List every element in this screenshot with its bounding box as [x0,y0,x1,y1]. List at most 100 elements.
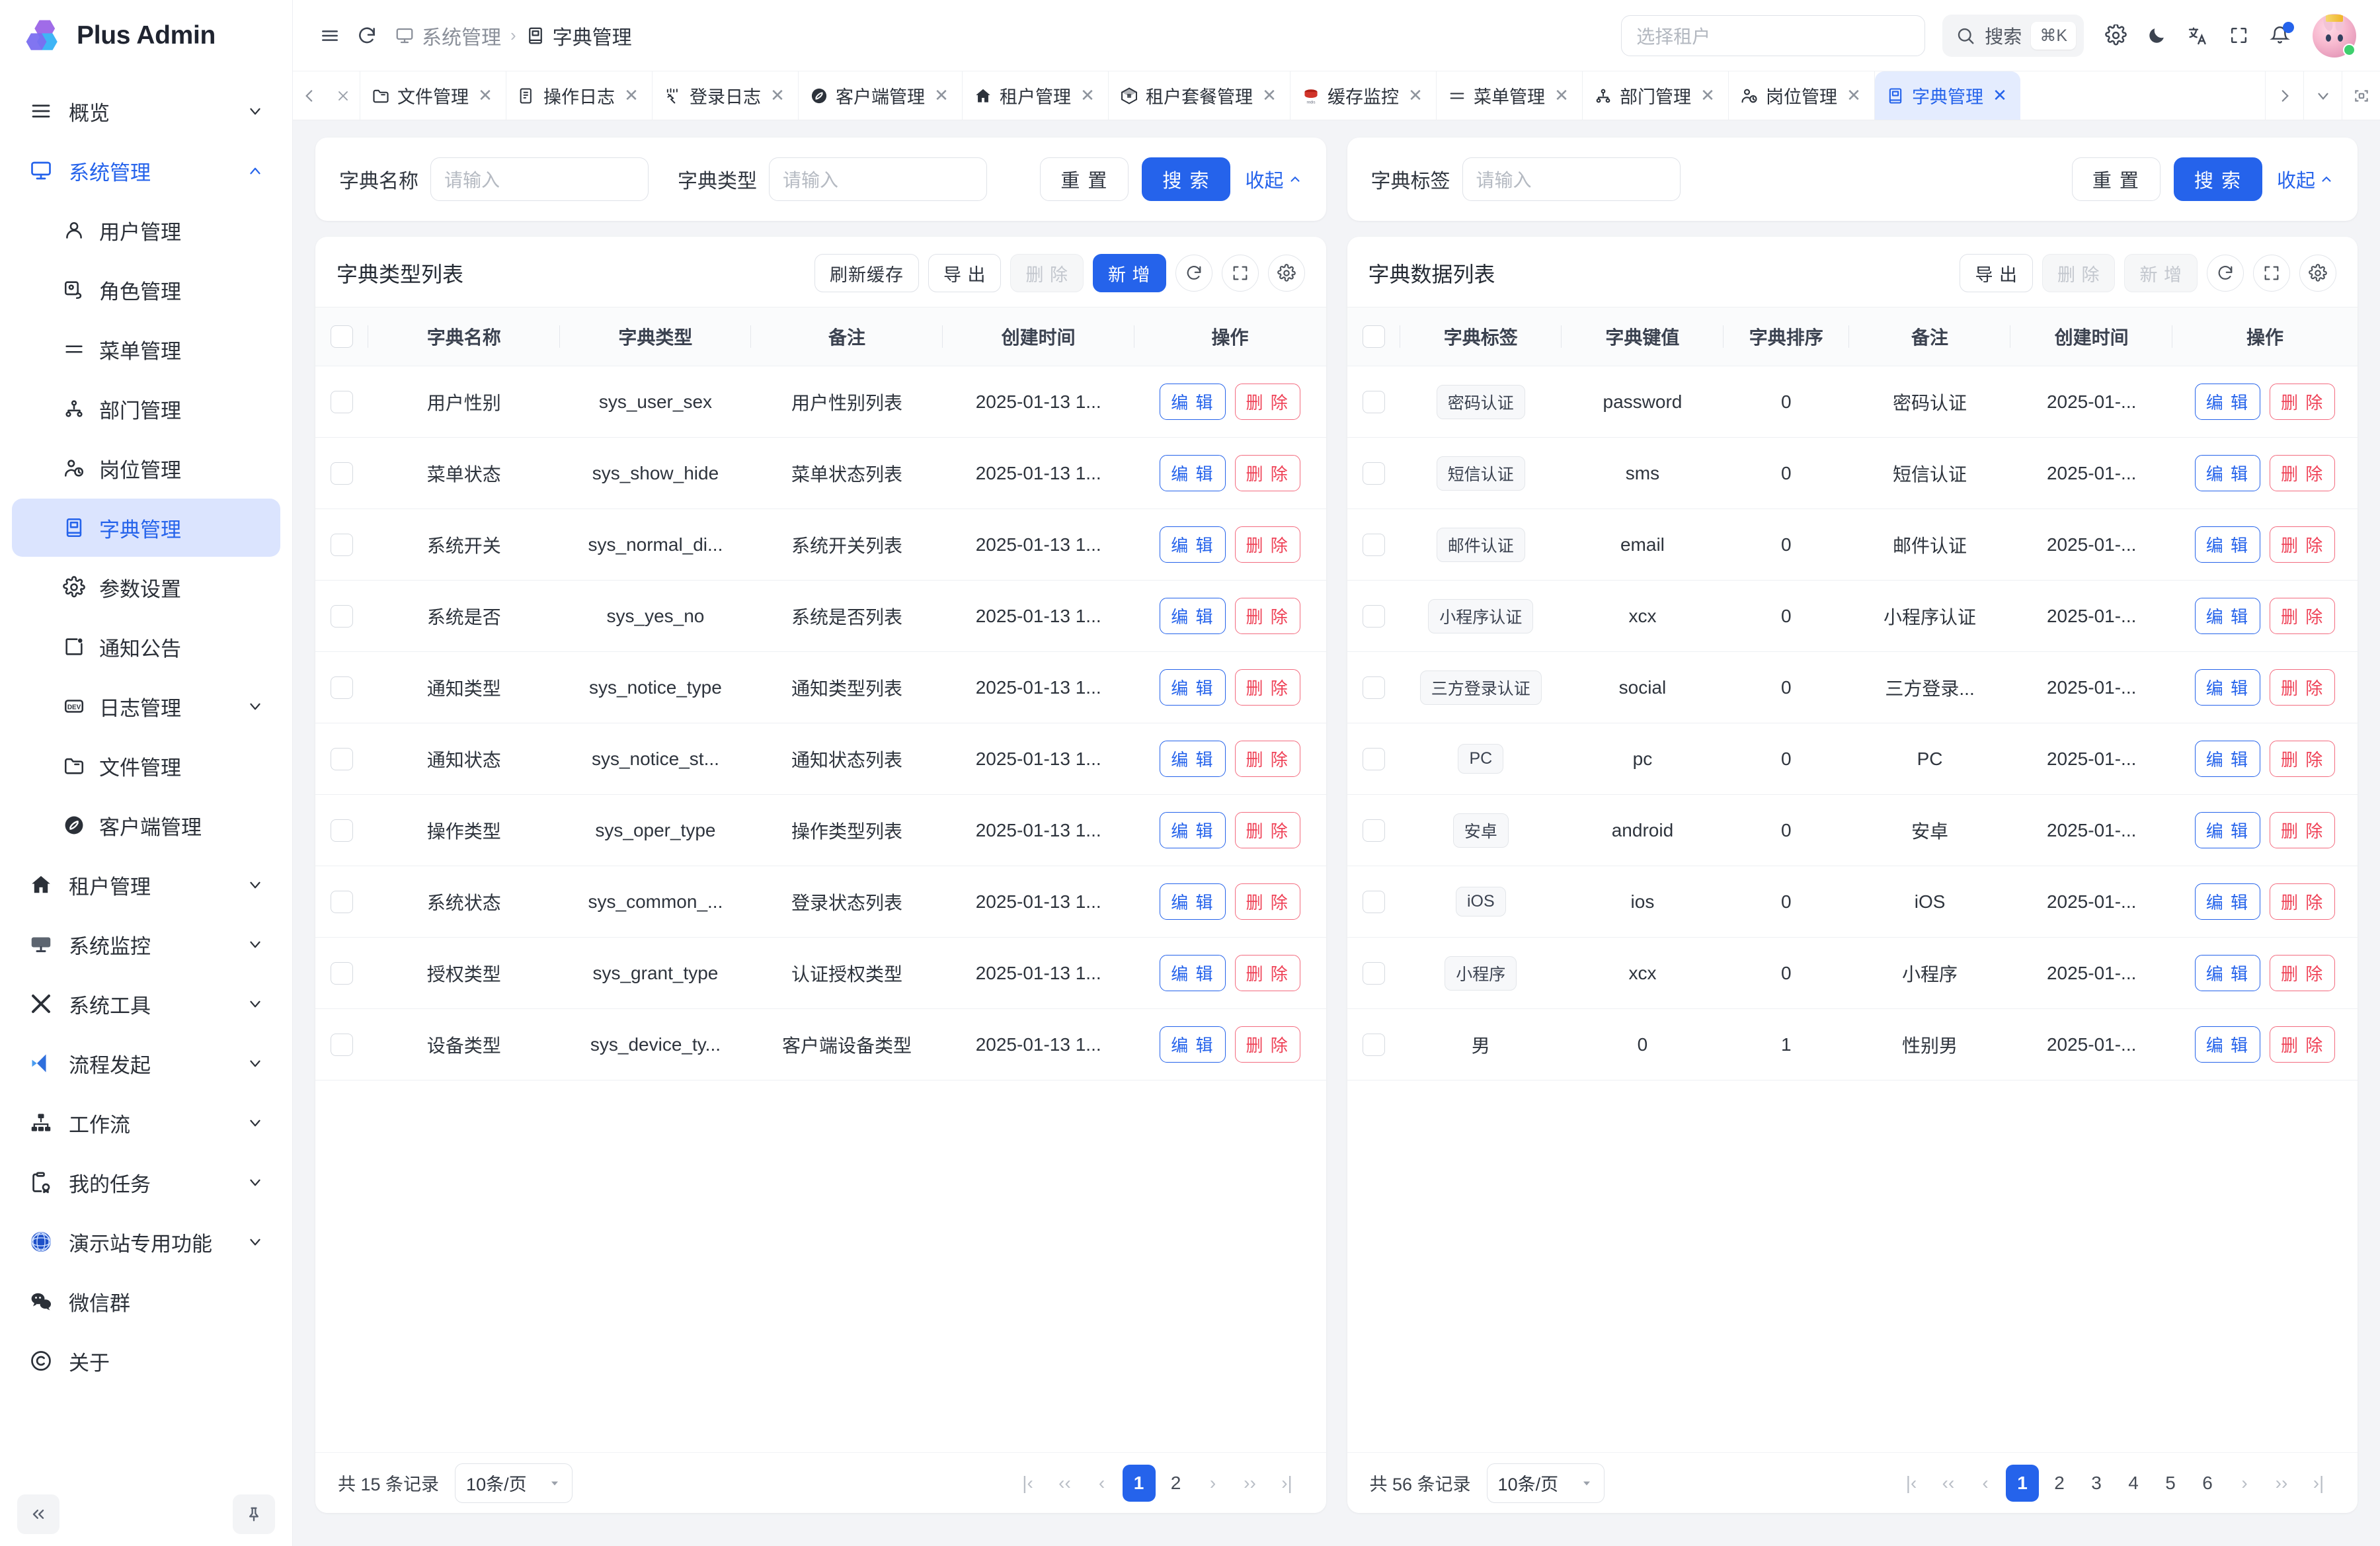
row-checkbox[interactable] [1362,462,1385,485]
table-row[interactable]: 系统状态 sys_common_... 登录状态列表 2025-01-13 1... 编… [315,866,1326,938]
edit-button[interactable]: 编 辑 [1160,598,1226,634]
delete-button[interactable]: 删 除 [2270,883,2336,920]
sidebar-item-13[interactable]: 租户管理 [12,856,280,914]
delete-button[interactable]: 删 除 [1234,384,1300,420]
edit-button[interactable]: 编 辑 [1160,526,1226,563]
right-reset-button[interactable]: 重 置 [2071,157,2161,201]
tab-10[interactable]: 字典管理 ✕ [1875,71,2020,120]
chevron-down-icon[interactable] [243,995,267,1012]
row-checkbox[interactable] [331,819,353,842]
pager-page-1[interactable]: 1 [1122,1464,1156,1502]
delete-button[interactable]: 删 除 [1234,526,1300,563]
edit-button[interactable]: 编 辑 [2194,598,2260,634]
dark-mode-button[interactable] [2138,17,2175,54]
row-checkbox[interactable] [1362,890,1385,913]
select-all-checkbox[interactable] [1362,325,1385,348]
edit-button[interactable]: 编 辑 [1160,955,1226,991]
delete-button[interactable]: 删 除 [1234,455,1300,491]
delete-button[interactable]: 删 除 [2270,526,2336,563]
pager-page-3[interactable]: 3 [2091,1472,2102,1493]
delete-button[interactable]: 删 除 [2270,1026,2336,1063]
tab-2[interactable]: 登录日志 ✕ [653,71,799,120]
sidebar-collapse-button[interactable] [17,1494,60,1534]
table-row[interactable]: 三方登录认证 social 0 三方登录... 2025-01-... 编 辑删 除 [1347,651,2358,723]
pager-page-2[interactable]: 2 [2054,1472,2065,1493]
tab-close-icon[interactable]: ✕ [1846,85,1861,105]
tab-close-icon[interactable]: ✕ [1993,85,2007,105]
toolbar-button-0[interactable]: 导 出 [1960,254,2033,292]
row-checkbox[interactable] [331,462,353,485]
tab-close-icon[interactable]: ✕ [770,85,785,105]
pager-prevjump-button[interactable]: ‹‹ [1058,1472,1071,1493]
right-collapse-toggle[interactable]: 收起 [2277,165,2334,193]
edit-button[interactable]: 编 辑 [1160,455,1226,491]
toolbar-refresh-button[interactable] [2207,255,2244,292]
sidebar-item-17[interactable]: 工作流 [12,1094,280,1152]
table-row[interactable]: 设备类型 sys_device_ty... 客户端设备类型 2025-01-13 1.… [315,1008,1326,1080]
sidebar-item-14[interactable]: 系统监控 [12,915,280,973]
pager-last-button[interactable]: ›| [2313,1472,2324,1493]
tab-close-icon[interactable]: ✕ [934,85,949,105]
edit-button[interactable]: 编 辑 [1160,1026,1226,1063]
row-checkbox[interactable] [1362,390,1385,413]
edit-button[interactable]: 编 辑 [1160,669,1226,706]
tab-8[interactable]: 部门管理 ✕ [1583,71,1729,120]
table-row[interactable]: 操作类型 sys_oper_type 操作类型列表 2025-01-13 1... 编 … [315,794,1326,866]
tab-close-icon[interactable]: ✕ [1554,85,1569,105]
delete-button[interactable]: 删 除 [1234,741,1300,777]
table-row[interactable]: iOS ios 0 iOS 2025-01-... 编 辑删 除 [1347,866,2358,938]
table-row[interactable]: 通知状态 sys_notice_st... 通知状态列表 2025-01-13 1..… [315,723,1326,795]
notifications-button[interactable] [2261,17,2298,54]
sidebar-item-8[interactable]: 参数设置 [12,558,280,616]
table-row[interactable]: 系统开关 sys_normal_di... 系统开关列表 2025-01-13 1..… [315,509,1326,581]
edit-button[interactable]: 编 辑 [2194,384,2260,420]
table-row[interactable]: 短信认证 sms 0 短信认证 2025-01-... 编 辑删 除 [1347,437,2358,509]
language-button[interactable] [2179,17,2216,54]
edit-button[interactable]: 编 辑 [2194,526,2260,563]
global-search-button[interactable]: 搜索 ⌘K [1942,14,2084,57]
pager-next-button[interactable]: › [1209,1472,1216,1493]
tab-0[interactable]: 文件管理 ✕ [360,71,506,120]
row-checkbox[interactable] [331,890,353,913]
toolbar-gear-button[interactable] [1267,255,1305,292]
chevron-down-icon[interactable] [243,1233,267,1250]
edit-button[interactable]: 编 辑 [2194,455,2260,491]
pager-page-5[interactable]: 5 [2165,1472,2176,1493]
sidebar-item-18[interactable]: 我的任务 [12,1153,280,1211]
edit-button[interactable]: 编 辑 [2194,669,2260,706]
select-all-checkbox[interactable] [331,325,353,348]
table-row[interactable]: 小程序 xcx 0 小程序 2025-01-... 编 辑删 除 [1347,937,2358,1009]
chevron-down-icon[interactable] [243,1055,267,1072]
delete-button[interactable]: 删 除 [1234,883,1300,920]
sidebar-toggle-button[interactable] [311,17,348,54]
row-checkbox[interactable] [331,533,353,556]
edit-button[interactable]: 编 辑 [2194,1026,2260,1063]
edit-button[interactable]: 编 辑 [2194,955,2260,991]
tab-1[interactable]: 操作日志 ✕ [506,71,653,120]
edit-button[interactable]: 编 辑 [1160,812,1226,848]
chevron-down-icon[interactable] [243,936,267,953]
tab-close-icon[interactable]: ✕ [624,85,639,105]
table-row[interactable]: 系统是否 sys_yes_no 系统是否列表 2025-01-13 1... 编 辑删 … [315,580,1326,652]
tab-close-icon[interactable]: ✕ [1080,85,1095,105]
tab-5[interactable]: 租户套餐管理 ✕ [1109,71,1290,120]
sidebar-item-16[interactable]: 流程发起 [12,1034,280,1092]
right-page-size-select[interactable]: 10条/页 [1486,1463,1605,1503]
row-checkbox[interactable] [1362,819,1385,842]
sidebar-item-6[interactable]: 岗位管理 [12,439,280,497]
tab-6[interactable]: redis 缓存监控 ✕ [1290,71,1437,120]
table-row[interactable]: 授权类型 sys_grant_type 认证授权类型 2025-01-13 1... 编… [315,937,1326,1009]
edit-button[interactable]: 编 辑 [2194,741,2260,777]
pager-prevjump-button[interactable]: ‹‹ [1942,1472,1955,1493]
toolbar-fullscreen-button[interactable] [2253,255,2290,292]
sidebar-item-0[interactable]: 概览 [12,82,280,140]
pager-prev-button[interactable]: ‹ [1982,1472,1989,1493]
page-refresh-button[interactable] [348,17,385,54]
sidebar-item-5[interactable]: 部门管理 [12,380,280,438]
left-page-size-select[interactable]: 10条/页 [455,1463,573,1503]
edit-button[interactable]: 编 辑 [1160,741,1226,777]
sidebar-item-15[interactable]: 系统工具 [12,975,280,1033]
avatar[interactable] [2313,13,2356,58]
row-checkbox[interactable] [1362,676,1385,699]
chevron-down-icon[interactable] [243,1114,267,1131]
